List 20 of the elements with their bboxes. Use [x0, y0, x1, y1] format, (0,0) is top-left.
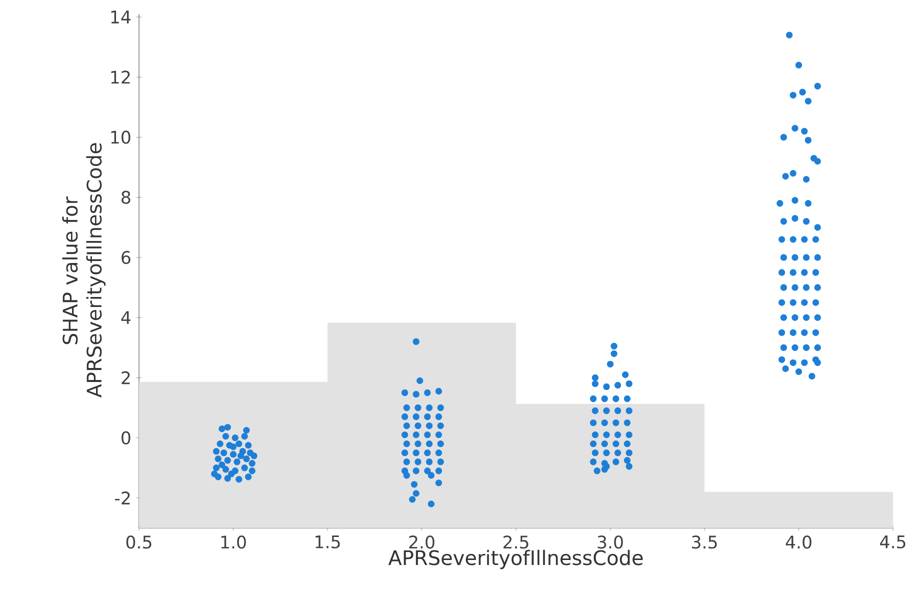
x-tick-label: 2.0: [409, 536, 434, 549]
x-tick-label: 4.0: [786, 536, 812, 549]
x-axis-title: APRSeverityofIllnessCode: [388, 550, 643, 570]
x-tick-label: 3.0: [598, 536, 623, 549]
y-tick-label: -2: [115, 492, 130, 504]
y-tick-label: 10: [111, 130, 130, 144]
y-axis-title: SHAP value for APRSeverityofIllnessCode: [62, 143, 106, 398]
x-tick-label: 0.5: [126, 536, 152, 549]
x-tick-label: 1.0: [221, 536, 246, 549]
y-tick-label: 6: [122, 250, 130, 264]
x-tick-label: 2.5: [503, 536, 528, 549]
y-tick-label: 2: [122, 371, 130, 384]
y-tick-label: 12: [111, 70, 130, 84]
y-tick-label: 8: [122, 190, 130, 204]
x-tick-label: 3.5: [692, 536, 717, 549]
y-tick-label: 4: [121, 311, 130, 324]
x-tick-label: 4.5: [880, 536, 906, 548]
x-tick-label: 1.5: [316, 536, 340, 548]
y-tick-label: 0: [122, 431, 130, 444]
y-tick-label: 14: [111, 10, 130, 24]
